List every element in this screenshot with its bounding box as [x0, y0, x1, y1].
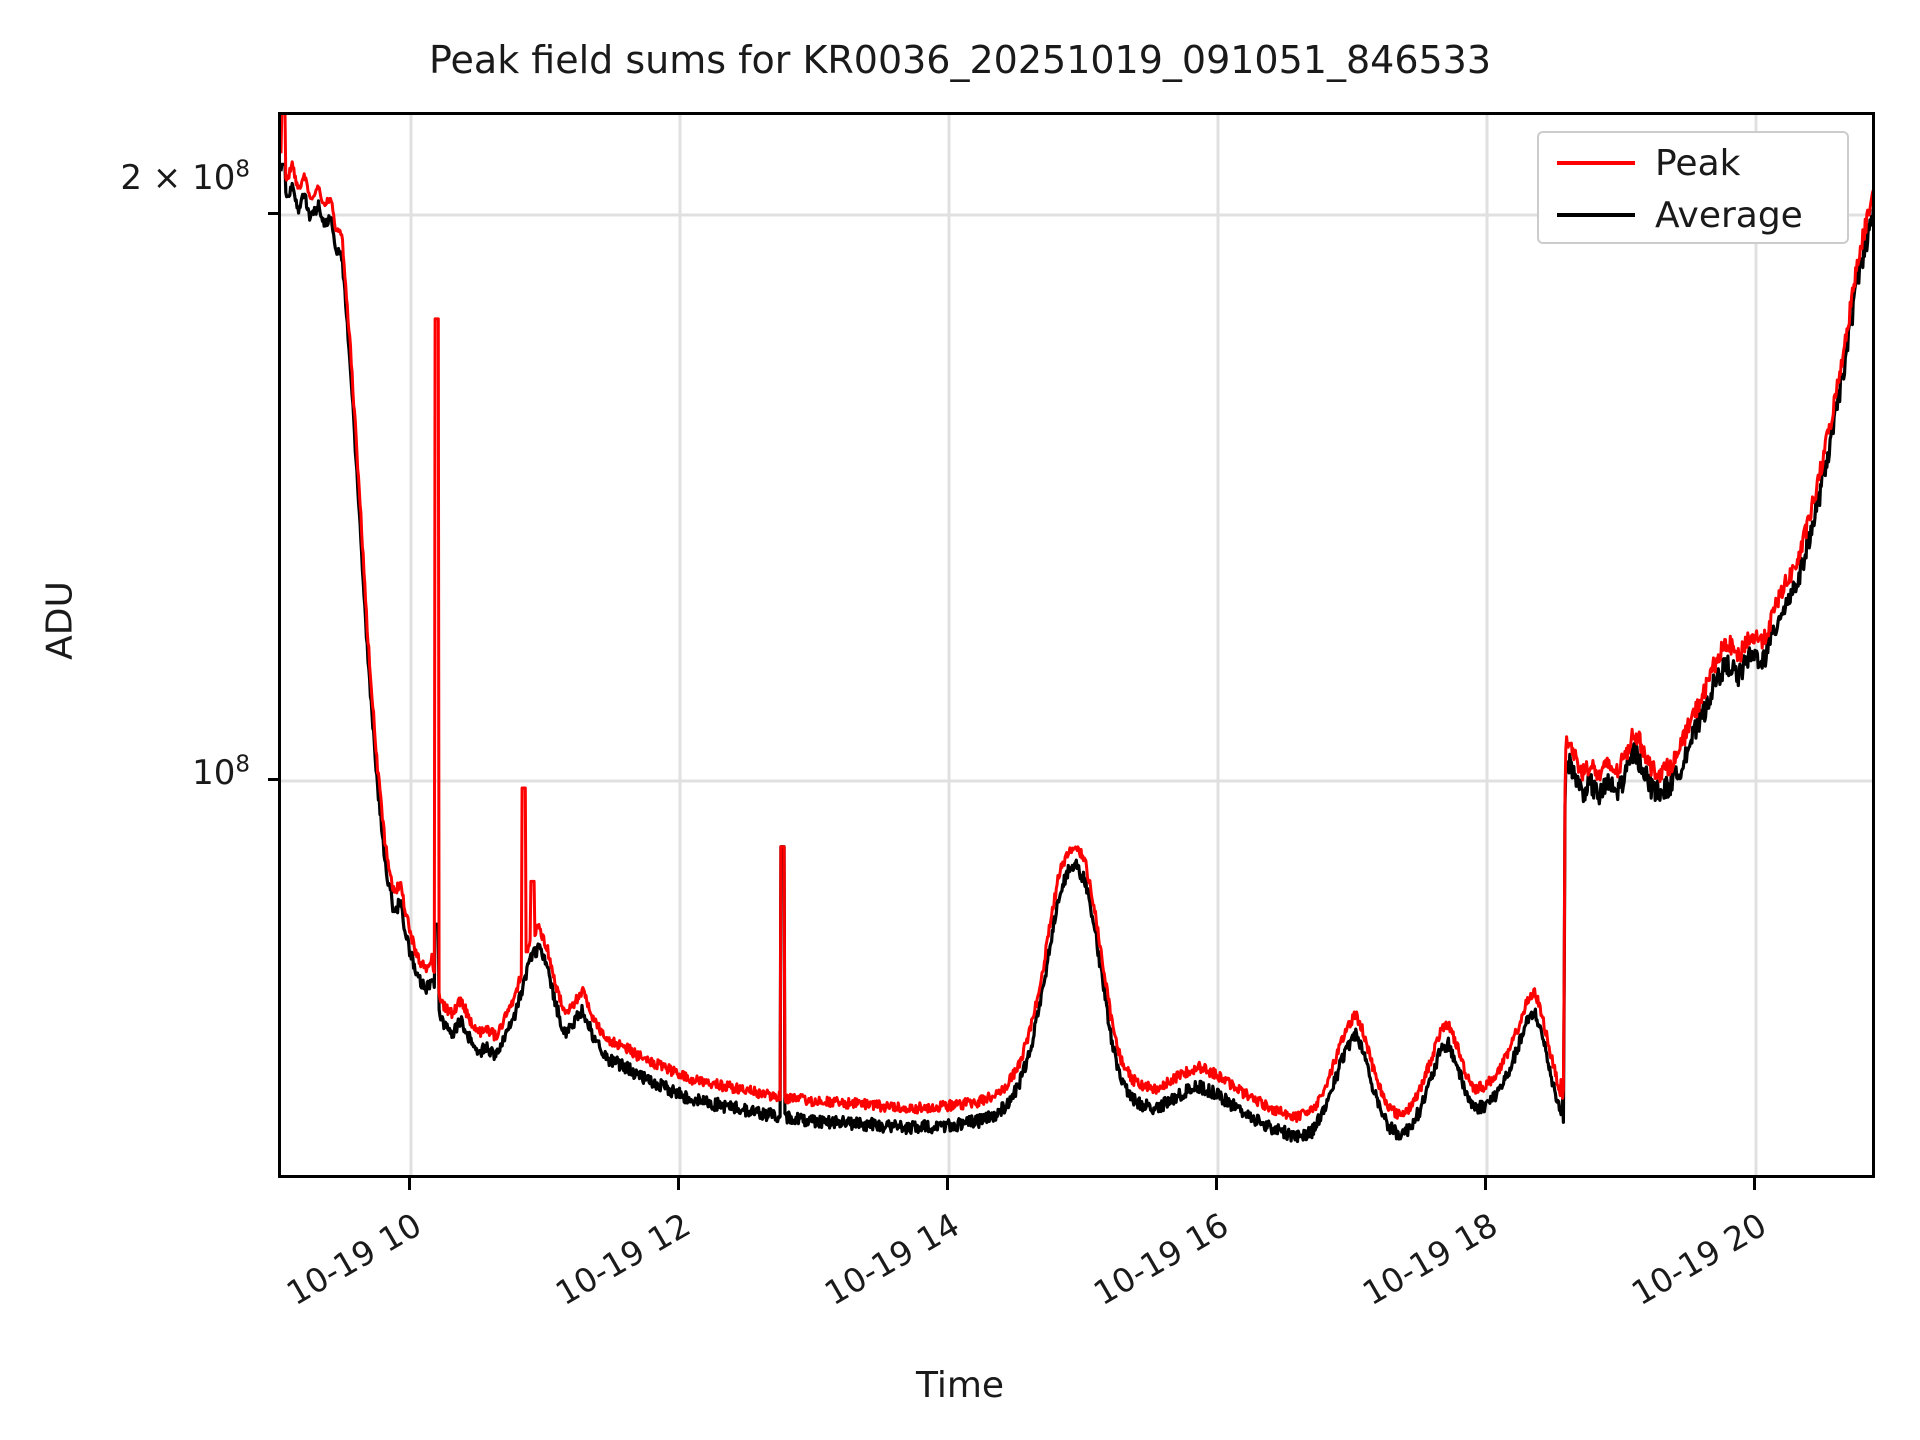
- plot-svg: [281, 115, 1872, 1175]
- y-tick-exponent: 8: [235, 751, 250, 778]
- legend-item-peak: Peak: [1539, 137, 1851, 189]
- x-tickmark: [408, 1178, 411, 1190]
- x-tickmark: [946, 1178, 949, 1190]
- y-axis-label: ADU: [39, 581, 81, 660]
- y-tickmark: [268, 778, 280, 781]
- chart-title: Peak field sums for KR0036_20251019_0910…: [428, 38, 1492, 82]
- y-tick-mantissa: 2 × 10: [120, 158, 236, 198]
- x-tickmark: [1484, 1178, 1487, 1190]
- x-axis-label: Time: [915, 1365, 1005, 1406]
- x-tick-label: 10-19 20: [1624, 1205, 1773, 1313]
- x-tick-label: 10-19 18: [1355, 1205, 1504, 1313]
- plot-area: [278, 112, 1875, 1178]
- legend-item-average: Average: [1539, 189, 1851, 241]
- y-tick-mantissa: 10: [192, 753, 236, 793]
- x-tick-label: 10-19 12: [548, 1205, 697, 1313]
- y-tick-label-2e8: 2 × 108: [60, 158, 250, 198]
- legend-label: Peak: [1655, 142, 1741, 184]
- x-tick-label: 10-19 16: [1086, 1205, 1235, 1313]
- legend-swatch-average: [1557, 213, 1635, 217]
- y-tick-label-1e8: 108: [60, 753, 250, 793]
- x-tickmark: [1753, 1178, 1756, 1190]
- series-average-line: [281, 162, 1872, 1144]
- x-tick-label: 10-19 14: [817, 1205, 966, 1313]
- legend-label: Average: [1655, 194, 1803, 236]
- x-tickmark: [1215, 1178, 1218, 1190]
- x-tickmark: [677, 1178, 680, 1190]
- y-tick-exponent: 8: [235, 156, 250, 183]
- legend: Peak Average: [1537, 131, 1849, 244]
- gridlines: [281, 115, 1872, 1175]
- series-peak-line: [281, 115, 1872, 1123]
- y-tickmark: [268, 212, 280, 215]
- x-tick-label: 10-19 10: [279, 1205, 428, 1313]
- legend-swatch-peak: [1557, 161, 1635, 165]
